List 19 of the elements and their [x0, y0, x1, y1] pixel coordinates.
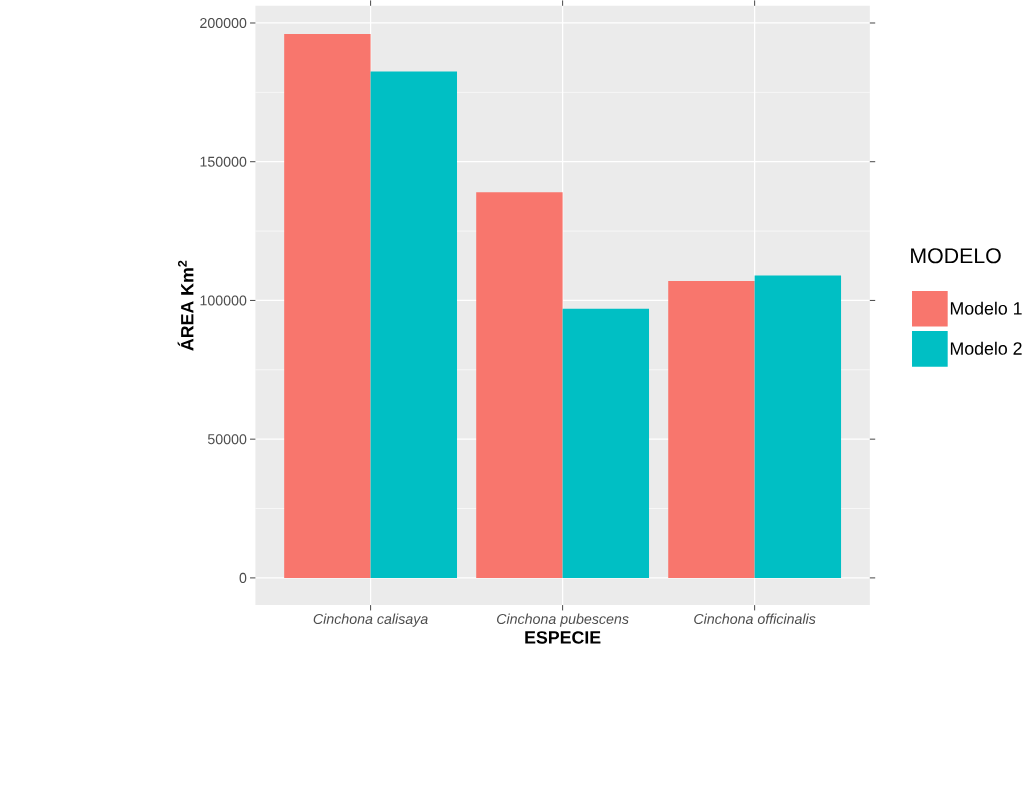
y-tick-label: 200000 — [200, 18, 247, 29]
y-tick-label: 0 — [239, 572, 247, 584]
legend-label: Modelo 2 — [950, 341, 1022, 355]
legend-title: MODELO — [911, 248, 1001, 264]
y-tick-label: 100000 — [200, 295, 247, 306]
bar — [754, 275, 842, 579]
bar — [668, 281, 755, 579]
bar — [370, 71, 458, 579]
x-tick-label: Cinchona pubescens — [497, 613, 629, 627]
x-tick-label: Cinchona officinalis — [694, 613, 816, 625]
y-tick-label: 150000 — [200, 156, 247, 167]
bar — [562, 308, 650, 579]
bar — [284, 34, 371, 579]
x-axis-title: ESPECIE — [525, 631, 601, 644]
bar — [476, 192, 563, 579]
y-axis-title: ÁREA Km$^{2}$ — [177, 260, 194, 351]
legend-label: Modelo 1 — [950, 301, 1022, 315]
x-tick-label: Cinchona calisaya — [313, 613, 428, 627]
y-tick-label: 50000 — [207, 434, 247, 445]
